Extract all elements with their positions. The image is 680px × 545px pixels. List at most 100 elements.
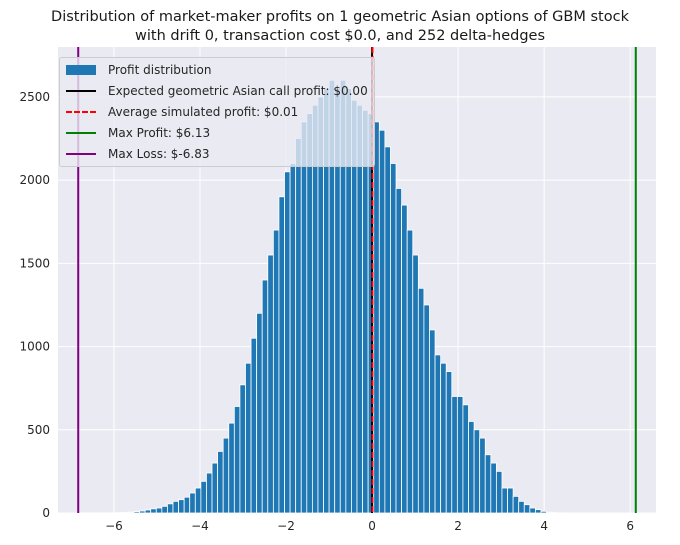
histogram-bar — [512, 495, 520, 514]
histogram-bar — [217, 451, 224, 514]
histogram-bar — [300, 121, 308, 514]
histogram-bar — [484, 454, 492, 514]
y-tick-label: 2500 — [19, 90, 50, 104]
legend-swatch-average — [66, 107, 96, 117]
histogram-bar — [194, 487, 202, 514]
histogram-bar — [284, 171, 291, 514]
x-tick-label: 2 — [454, 519, 462, 533]
histogram-bar — [189, 492, 196, 514]
histogram-bar — [479, 437, 486, 514]
histogram-bar — [501, 487, 508, 514]
x-tick-label: −2 — [277, 519, 295, 533]
y-tick-label: 1000 — [19, 340, 50, 354]
x-tick-label: −4 — [191, 519, 209, 533]
histogram-bar — [239, 384, 246, 514]
histogram-bar — [155, 507, 163, 514]
histogram-bar — [373, 121, 380, 514]
legend-swatch-expected — [66, 86, 96, 96]
histogram-bar — [144, 509, 152, 514]
legend-item-profit-distribution: Profit distribution — [66, 60, 212, 80]
histogram-bar — [172, 500, 179, 514]
histogram-bar — [278, 196, 285, 514]
histogram-bar — [128, 511, 135, 514]
histogram-bar — [490, 462, 497, 514]
histogram-bar — [540, 510, 547, 514]
histogram-bar — [233, 406, 241, 514]
legend-label: Profit distribution — [108, 63, 212, 77]
histogram-bar — [417, 287, 425, 514]
legend-swatch-bars — [66, 65, 96, 75]
histogram-bar — [289, 163, 297, 514]
legend-swatch-max-loss — [66, 149, 96, 159]
legend: Profit distribution Expected geometric A… — [59, 57, 375, 167]
histogram-bar — [434, 354, 442, 514]
histogram-bar — [440, 362, 447, 514]
y-tick-label: 1500 — [19, 256, 50, 270]
legend-label: Max Profit: $6.13 — [108, 126, 211, 140]
legend-label: Average simulated profit: $0.01 — [108, 105, 299, 119]
x-axis-ticks: −6 −4 −2 0 2 4 6 — [105, 519, 634, 533]
chart-title-line-1: Distribution of market-maker profits on … — [51, 9, 629, 25]
legend-swatch-max-profit — [66, 128, 96, 138]
histogram-bar — [272, 229, 280, 514]
x-tick-label: −6 — [105, 519, 123, 533]
x-tick-label: 0 — [368, 519, 376, 533]
y-tick-label: 0 — [42, 506, 50, 520]
histogram-bar — [507, 487, 514, 514]
histogram-bar — [200, 480, 207, 514]
histogram-bar — [468, 421, 475, 514]
x-tick-label: 4 — [540, 519, 548, 533]
histogram-bar — [429, 329, 436, 514]
histogram-bar — [456, 396, 464, 514]
histogram-bars — [77, 79, 564, 514]
histogram-bar — [211, 462, 219, 514]
histogram-bar — [378, 129, 386, 514]
histogram-bar — [139, 510, 146, 514]
chart-title-line-2: with drift 0, transaction cost $0.0, and… — [135, 28, 545, 44]
histogram-bar — [406, 229, 414, 514]
histogram-bar — [150, 508, 157, 514]
x-tick-label: 6 — [626, 519, 634, 533]
histogram-bar — [183, 496, 191, 514]
legend-item-average-profit: Average simulated profit: $0.01 — [66, 102, 298, 122]
histogram-bar — [222, 437, 230, 514]
histogram-bar — [228, 422, 235, 514]
legend-label: Expected geometric Asian call profit: $0… — [108, 84, 368, 98]
histogram-bar — [445, 371, 453, 514]
legend-item-max-profit: Max Profit: $6.13 — [66, 123, 210, 143]
histogram-bar — [529, 507, 536, 514]
legend-item-max-loss: Max Loss: $-6.83 — [66, 144, 209, 164]
histogram-bar — [261, 279, 269, 514]
histogram-bar — [546, 511, 553, 514]
histogram-bar — [295, 138, 302, 514]
histogram-bar — [256, 312, 263, 514]
histogram-bar — [167, 503, 174, 514]
histogram-bar — [178, 499, 185, 514]
legend-label: Max Loss: $-6.83 — [108, 147, 210, 161]
histogram-bar — [395, 188, 403, 514]
histogram-bar — [362, 109, 369, 514]
histogram-bar — [306, 113, 313, 514]
histogram-bar — [535, 509, 542, 514]
histogram-bar — [390, 163, 397, 514]
histogram-bar — [473, 429, 481, 514]
legend-item-expected-profit: Expected geometric Asian call profit: $0… — [66, 81, 368, 101]
histogram-bar — [250, 337, 258, 514]
histogram-bar — [161, 505, 168, 514]
histogram-bar — [412, 254, 419, 514]
histogram-bar — [267, 254, 274, 514]
histogram-bar — [245, 362, 252, 514]
y-axis-ticks: 0 500 1000 1500 2000 2500 — [19, 90, 50, 520]
histogram-bar — [451, 396, 458, 514]
histogram-bar — [462, 404, 469, 514]
histogram-bar — [206, 472, 213, 514]
y-tick-label: 500 — [27, 423, 50, 437]
histogram-bar — [423, 304, 430, 514]
histogram-bar — [401, 204, 408, 514]
histogram-bar — [133, 511, 140, 514]
histogram-bar — [495, 470, 503, 514]
histogram-bar — [523, 504, 531, 514]
y-tick-label: 2000 — [19, 173, 50, 187]
histogram-bar — [518, 500, 525, 514]
histogram-bar — [384, 146, 391, 514]
